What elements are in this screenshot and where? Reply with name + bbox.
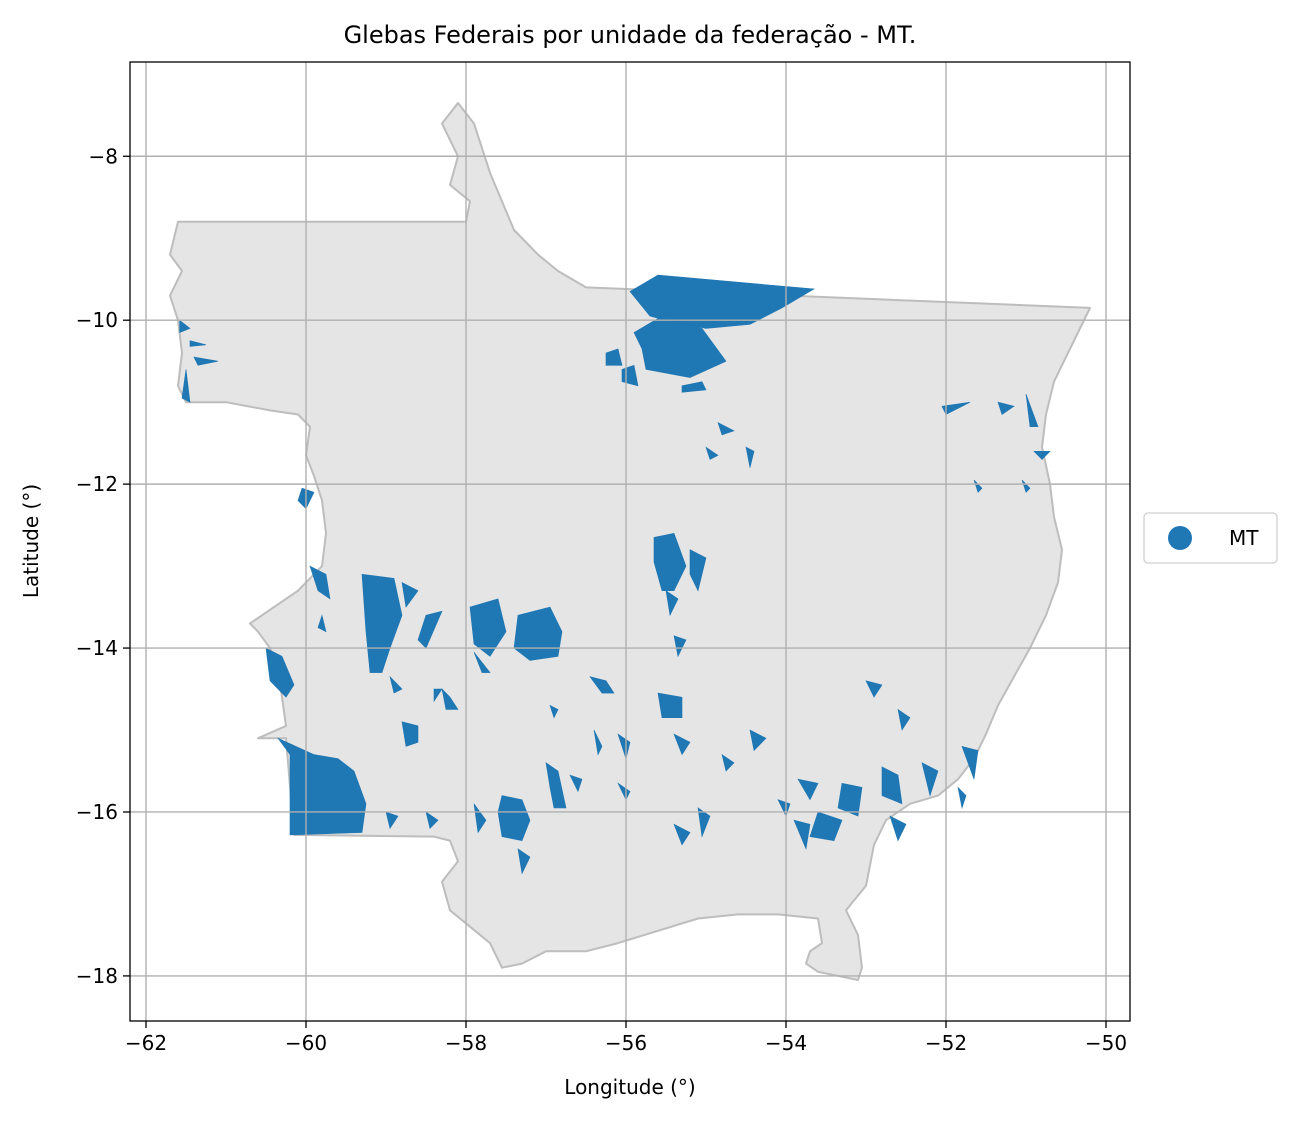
gleba-polygon-42 (881, 766, 903, 805)
x-tick-label-2: −58 (445, 1031, 487, 1055)
gleba-polygon-62 (745, 446, 755, 468)
gleba-polygon-1 (633, 315, 727, 378)
plot-frame (129, 61, 1131, 1022)
gleba-polygon-60 (717, 422, 735, 436)
y-tick-label-3: −14 (76, 636, 118, 660)
gleba-polygon-43 (921, 762, 939, 797)
y-tick-label-0: −8 (89, 144, 118, 168)
x-tick-label-3: −56 (605, 1031, 647, 1055)
gleba-polygon-25 (277, 737, 367, 836)
y-tick-label-4: −16 (76, 800, 118, 824)
state-outline-mt (169, 102, 1091, 981)
gleba-polygon-23 (665, 590, 679, 617)
gleba-polygon-44 (889, 815, 907, 842)
gleba-polygon-45 (793, 819, 811, 850)
gleba-polygon-52 (1025, 393, 1039, 428)
y-tick-label-5: −18 (76, 964, 118, 988)
gleba-polygon-34 (673, 733, 691, 756)
gleba-polygon-48 (961, 745, 979, 780)
legend: MT (1143, 512, 1278, 564)
gleba-polygon-22 (653, 532, 687, 592)
gleba-polygon-51 (997, 401, 1015, 415)
x-axis-title: Longitude (°) (564, 1075, 695, 1099)
gleba-polygon-6 (193, 356, 219, 366)
legend-box (1143, 512, 1278, 564)
y-tick-label-1: −10 (76, 308, 118, 332)
gleba-polygon-17 (401, 721, 419, 747)
gleba-polygon-18 (441, 688, 459, 710)
gleba-polygon-30 (545, 762, 567, 809)
gleba-polygon-33 (657, 692, 683, 719)
gleba-polygon-10 (309, 565, 331, 600)
gleba-polygon-41 (797, 778, 819, 801)
gleba-polygon-53 (1033, 450, 1051, 460)
legend-marker-mt (1168, 526, 1192, 550)
gleba-polygon-38 (749, 729, 767, 752)
gleba-polygon-4 (681, 381, 707, 393)
gleba-polygon-24 (689, 549, 707, 592)
gleba-polygon-5 (179, 319, 191, 333)
gleba-polygon-47 (865, 680, 883, 698)
gleba-polygon-40 (837, 782, 863, 817)
x-tick-label-5: −52 (925, 1031, 967, 1055)
gleba-polygon-61 (705, 446, 719, 460)
gleba-polygon-13 (389, 675, 403, 694)
gleba-polygon-29 (517, 848, 531, 875)
x-tick-label-1: −60 (285, 1031, 327, 1055)
gleba-polygon-56 (569, 774, 583, 793)
map-layer (130, 62, 1130, 1021)
gleba-polygon-58 (593, 729, 603, 756)
gleba-polygon-32 (617, 733, 631, 760)
gleba-polygon-8 (189, 340, 207, 347)
gleba-polygon-46 (897, 708, 911, 731)
gleba-polygon-31 (589, 676, 615, 694)
gleba-polygon-39 (809, 811, 843, 842)
gleba-polygon-26 (433, 688, 443, 703)
chart-title: Glebas Federais por unidade da federação… (344, 21, 917, 49)
gleba-polygon-14 (401, 581, 419, 608)
y-axis-title: Latitude (°) (19, 484, 43, 598)
gleba-polygon-2 (605, 348, 623, 366)
gleba-polygon-20 (473, 652, 491, 673)
gleba-polygon-50 (941, 401, 971, 415)
tick-layer: −62 −60 −58 −56 −54 −52 −50 −8 −10 −12 −14 −16 −18 (76, 144, 1127, 1055)
legend-label-mt: MT (1229, 526, 1259, 550)
gleba-polygon-0 (629, 274, 815, 329)
x-tick-label-4: −54 (765, 1031, 807, 1055)
gleba-polygon-19 (469, 598, 507, 657)
gleba-polygon-57 (617, 782, 631, 801)
gleba-polygon-11 (317, 614, 327, 633)
gleba-polygon-7 (181, 369, 191, 403)
x-tick-label-0: −62 (125, 1031, 167, 1055)
gleba-polygon-49 (957, 786, 967, 810)
gleba-polygon-63 (549, 704, 559, 719)
gleba-polygon-64 (425, 811, 439, 829)
gleba-polygon-65 (385, 811, 399, 830)
x-tick-label-6: −50 (1085, 1031, 1127, 1055)
y-tick-label-2: −12 (76, 472, 118, 496)
gleba-polygon-37 (721, 753, 735, 772)
gleba-polygon-36 (673, 823, 691, 846)
gleba-polygon-16 (265, 647, 295, 698)
